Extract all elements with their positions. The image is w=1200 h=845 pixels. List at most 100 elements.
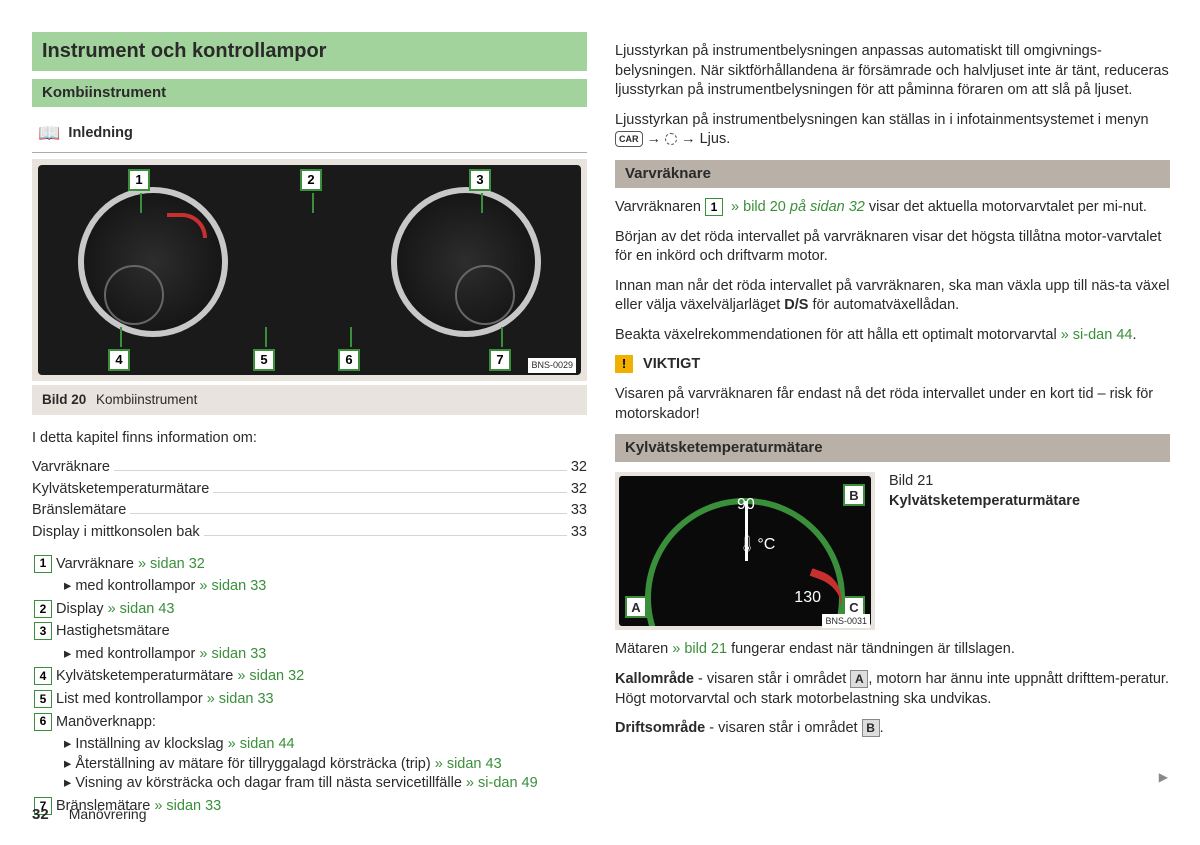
- page-link[interactable]: » sidan 32: [138, 556, 205, 572]
- legend-sub: Inställning av klockslag » sidan 44: [64, 735, 587, 755]
- intro-label: Inledning: [68, 124, 132, 144]
- text: för automatväxellådan.: [812, 297, 959, 313]
- text: visar det aktuella motorvarvtalet per mi…: [869, 199, 1147, 215]
- paragraph: Kallområde - visaren står i området A, m…: [615, 670, 1170, 709]
- page-link[interactable]: » si-dan 49: [466, 775, 538, 791]
- callout-3: 3: [469, 169, 491, 191]
- callout-7: 7: [489, 349, 511, 371]
- gauge-label-90: 90: [737, 494, 755, 516]
- page-link[interactable]: » sidan 43: [435, 756, 502, 772]
- legend-text: Hastighetsmätare: [56, 623, 170, 639]
- warning-icon: !: [615, 355, 633, 373]
- red-zone: [167, 213, 207, 238]
- text: .: [880, 720, 884, 736]
- book-icon: 📖: [38, 121, 60, 145]
- figure-code: BNS-0031: [822, 614, 870, 628]
- warning-label: VIKTIGT: [643, 356, 700, 372]
- caption-bold: Bild 20: [42, 392, 86, 407]
- callout-5: 5: [253, 349, 275, 371]
- legend-sub: Visning av körsträcka och dagar fram til…: [64, 774, 587, 794]
- caption-bold: Bild 21: [889, 472, 1080, 492]
- callout-4: 4: [108, 349, 130, 371]
- toc-label: Kylvätsketemperaturmätare: [32, 480, 209, 500]
- page-link[interactable]: » sidan 32: [237, 668, 304, 684]
- page-footer: 32 Manövrering: [32, 805, 147, 825]
- paragraph: Varvräknaren 1 » bild 20 på sidan 32 vis…: [615, 198, 1170, 218]
- figure-link[interactable]: » bild 20: [731, 199, 786, 215]
- continue-indicator: ▶: [1159, 769, 1168, 785]
- toc-label: Bränslemätare: [32, 501, 126, 521]
- legend-text: Display: [56, 601, 104, 617]
- gauge-label-130: 130: [794, 587, 821, 609]
- sub-text: Visning av körsträcka och dagar fram til…: [75, 775, 462, 791]
- paragraph: Mätaren » bild 21 fungerar endast när tä…: [615, 640, 1170, 660]
- legend-num: 6: [34, 713, 52, 731]
- page-link[interactable]: » sidan 33: [207, 691, 274, 707]
- speedometer-gauge: [391, 187, 541, 337]
- text: fungerar endast när tändningen är tillsl…: [731, 641, 1015, 657]
- page-link[interactable]: » sidan 44: [228, 736, 295, 752]
- legend-num: 5: [34, 690, 52, 708]
- page-ref-italic: på sidan 32: [790, 199, 865, 215]
- footer-section: Manövrering: [69, 805, 147, 824]
- legend-sub: Återställning av mätare för tillryggalag…: [64, 755, 587, 775]
- dashboard-illustration: 1 2 3 4 5 6 7 BNS-0029: [38, 165, 581, 375]
- toc: Varvräknare32 Kylvätsketemperaturmätare3…: [32, 458, 587, 542]
- page-link[interactable]: » sidan 43: [108, 601, 175, 617]
- bold-text: Driftsområde: [615, 720, 705, 736]
- bold-text: Kallområde: [615, 671, 694, 687]
- paragraph: Innan man når det röda intervallet på va…: [615, 277, 1170, 316]
- text: Beakta växelrekommendationen för att hål…: [615, 327, 1057, 343]
- paragraph: Ljusstyrkan på instrumentbelysningen anp…: [615, 42, 1170, 101]
- coolant-gauge-illustration: 90 130 🌡°C A B C: [619, 476, 871, 626]
- figure-code: BNS-0029: [528, 358, 576, 372]
- intro-row: 📖 Inledning: [32, 115, 587, 152]
- tachometer-gauge: [78, 187, 228, 337]
- sub-text: Återställning av mätare för tillryggalag…: [75, 756, 430, 772]
- warning-text: Visaren på varvräknaren får endast nå de…: [615, 385, 1170, 424]
- callout-2: 2: [300, 169, 322, 191]
- legend-num: 3: [34, 622, 52, 640]
- sub-text: med kontrollampor: [75, 578, 195, 594]
- figure-20-caption: Bild 20 Kombiinstrument: [32, 385, 587, 415]
- paragraph: Driftsområde - visaren står i området B.: [615, 719, 1170, 739]
- figure-21: 90 130 🌡°C A B C BNS-0031: [615, 472, 875, 630]
- gear-icon: [665, 133, 677, 145]
- callout-1: 1: [128, 169, 150, 191]
- legend-item: 1Varvräknare » sidan 32: [34, 555, 587, 575]
- legend-item: 6Manöverknapp:: [34, 713, 587, 733]
- page-link[interactable]: » sidan 33: [154, 798, 221, 814]
- page-number: 32: [32, 805, 49, 825]
- legend: 1Varvräknare » sidan 32 med kontrollampo…: [32, 555, 587, 817]
- page-link[interactable]: » si-dan 44: [1061, 327, 1133, 343]
- thermometer-icon: 🌡°C: [737, 534, 775, 556]
- callout-a: A: [625, 596, 647, 618]
- legend-sub: med kontrollampor » sidan 33: [64, 645, 587, 665]
- text: → Ljus.: [681, 131, 730, 147]
- legend-num: 4: [34, 667, 52, 685]
- legend-item: 2Display » sidan 43: [34, 600, 587, 620]
- toc-row: Kylvätsketemperaturmätare32: [32, 480, 587, 500]
- text: .: [1132, 327, 1136, 343]
- figure-link[interactable]: » bild 21: [672, 641, 727, 657]
- ref-letter-box: B: [862, 719, 880, 737]
- caption-text: Kombiinstrument: [96, 392, 197, 407]
- toc-row: Display i mittkonsolen bak33: [32, 523, 587, 543]
- car-button-icon: CAR: [615, 131, 643, 147]
- toc-row: Bränslemätare33: [32, 501, 587, 521]
- page-link[interactable]: » sidan 33: [199, 646, 266, 662]
- legend-item: 5List med kontrollampor » sidan 33: [34, 690, 587, 710]
- callout-6: 6: [338, 349, 360, 371]
- ref-letter-box: A: [850, 670, 868, 688]
- page-link[interactable]: » sidan 33: [199, 578, 266, 594]
- legend-text: Manöverknapp:: [56, 714, 156, 730]
- caption-text: Kylvätsketemperaturmätare: [889, 493, 1080, 509]
- toc-label: Varvräknare: [32, 458, 110, 478]
- legend-num: 1: [34, 555, 52, 573]
- legend-num: 2: [34, 600, 52, 618]
- paragraph: Ljusstyrkan på instrumentbelysningen kan…: [615, 111, 1170, 150]
- heading-3: Kylvätsketemperaturmätare: [615, 434, 1170, 462]
- sub-text: Inställning av klockslag: [75, 736, 223, 752]
- heading-2: Kombiinstrument: [32, 79, 587, 107]
- callout-b: B: [843, 484, 865, 506]
